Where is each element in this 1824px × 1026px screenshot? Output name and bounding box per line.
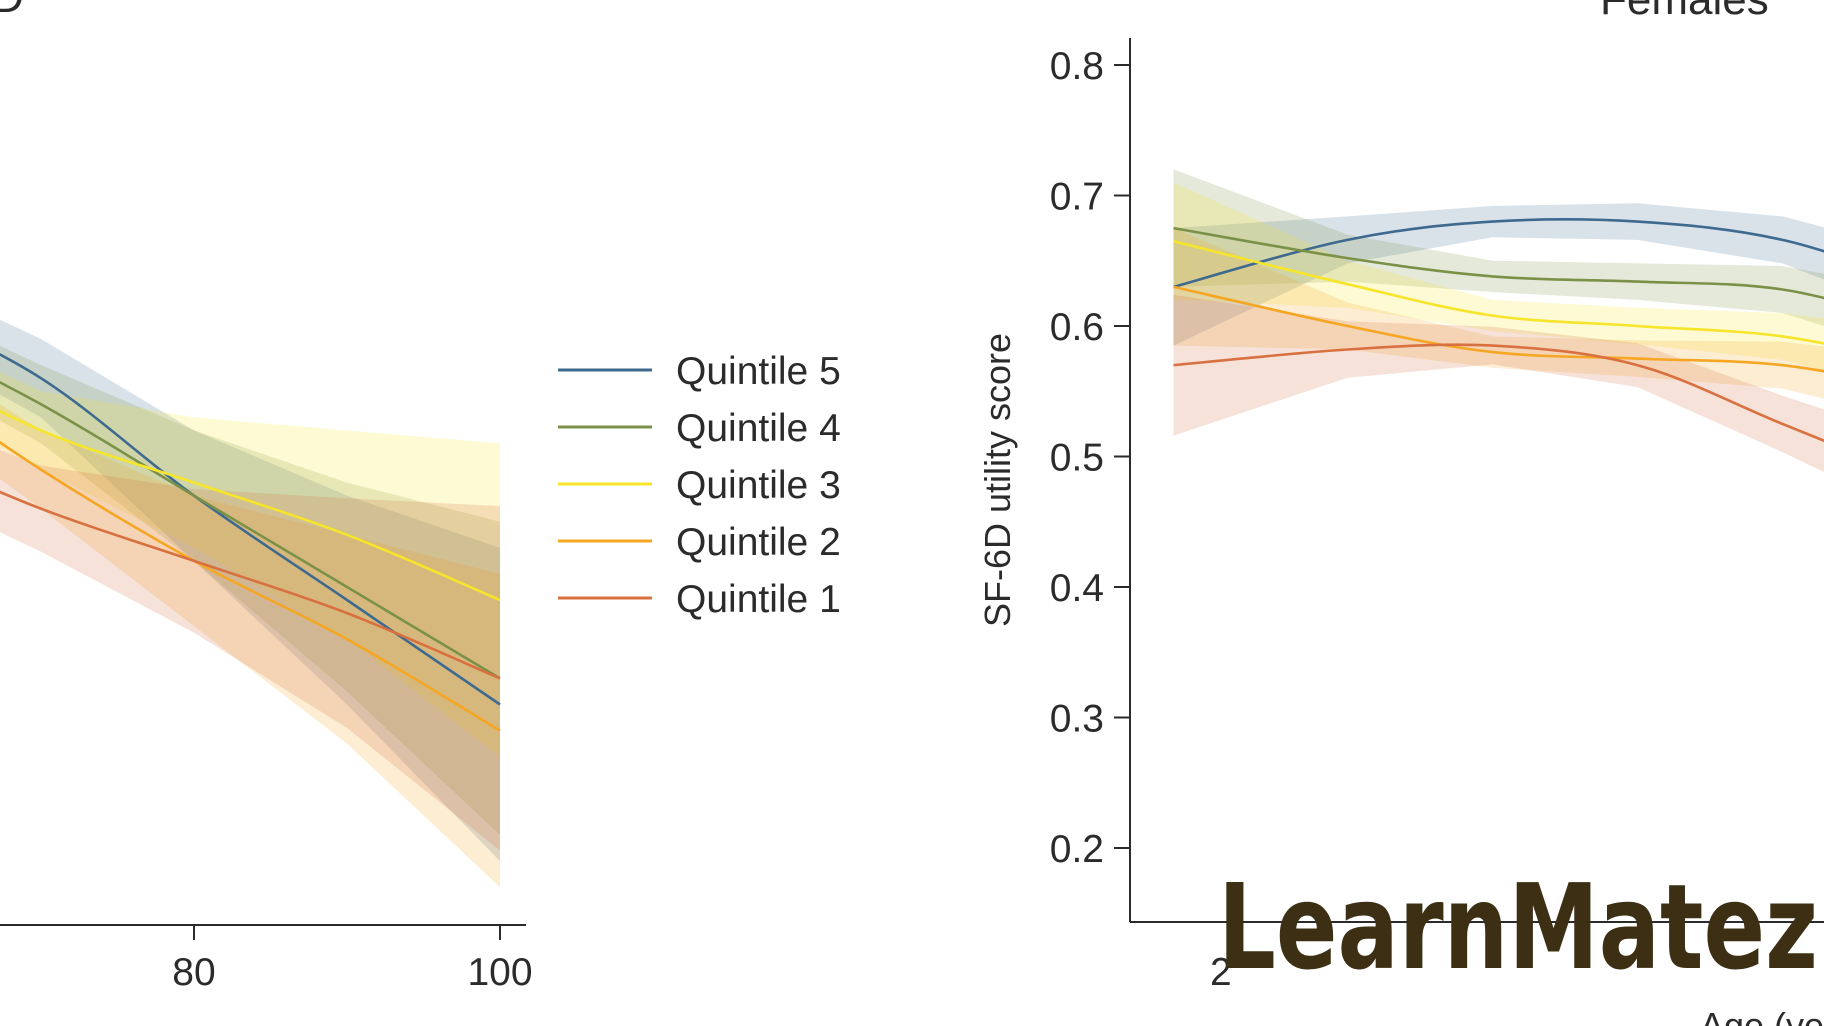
- right-line-quintile-3: [1173, 239, 1824, 345]
- left-confidence-bands: [0, 319, 500, 888]
- right-y-axis-title: SF-6D utility score: [977, 333, 1018, 627]
- legend-label-3: Quintile 3: [676, 464, 841, 507]
- left-panel-title-fragment: D: [0, 0, 24, 22]
- right-y-tick-label-0.4: 0.4: [1050, 567, 1104, 610]
- legend: Quintile 5 Quintile 4 Quintile 3 Quintile 2…: [558, 350, 841, 621]
- legend-label-2: Quintile 2: [676, 521, 841, 564]
- right-line-quintile-4: [1173, 226, 1824, 300]
- right-line-quintile-2: [1173, 285, 1824, 373]
- right-line-quintile-1: [1173, 343, 1824, 443]
- right-band-quintile-5: [1173, 203, 1824, 346]
- left-series-lines: [0, 353, 501, 732]
- right-panel-title: Females: [1600, 0, 1769, 24]
- right-y-ticks: 0.2 0.3 0.4 0.5 0.6 0.7 0.8: [1050, 45, 1130, 871]
- left-band-quintile-3: [0, 371, 500, 757]
- left-line-quintile-3: [0, 409, 501, 602]
- right-panel: Females 0.2 0.3 0.4 0.5 0.6 0.7 0.8 SF-6D util…: [977, 0, 1824, 1026]
- left-line-quintile-4: [0, 380, 501, 680]
- right-y-tick-label-0.6: 0.6: [1050, 306, 1104, 349]
- right-band-quintile-4: [1173, 169, 1824, 327]
- right-band-quintile-3: [1173, 182, 1824, 371]
- right-line-quintile-5: [1173, 218, 1824, 289]
- right-y-tick-label-0.3: 0.3: [1050, 698, 1104, 741]
- right-y-tick-label-0.8: 0.8: [1050, 45, 1104, 88]
- right-x-tick-label-fragment: 2: [1210, 951, 1232, 994]
- left-line-quintile-1: [0, 490, 501, 680]
- right-series-lines: [1173, 218, 1824, 443]
- right-band-quintile-1: [1173, 294, 1824, 473]
- legend-label-1: Quintile 1: [676, 578, 841, 621]
- left-band-quintile-2: [0, 404, 500, 888]
- left-band-quintile-1: [0, 450, 500, 851]
- left-panel: 80 100 D: [0, 0, 533, 994]
- left-x-tick-label-80: 80: [172, 951, 215, 994]
- left-x-tick-label-100: 100: [467, 951, 532, 994]
- right-y-tick-label-0.5: 0.5: [1050, 437, 1104, 480]
- right-y-tick-label-0.7: 0.7: [1050, 176, 1104, 219]
- right-confidence-bands: [1173, 169, 1824, 473]
- right-band-quintile-2: [1173, 228, 1824, 399]
- legend-label-5: Quintile 5: [676, 350, 841, 393]
- legend-label-4: Quintile 4: [676, 407, 841, 450]
- right-x-axis-title-fragment: Age (ye: [1700, 1005, 1824, 1026]
- watermark-logo: LearnMatez: [1218, 858, 1818, 996]
- right-y-tick-label-0.2: 0.2: [1050, 828, 1104, 871]
